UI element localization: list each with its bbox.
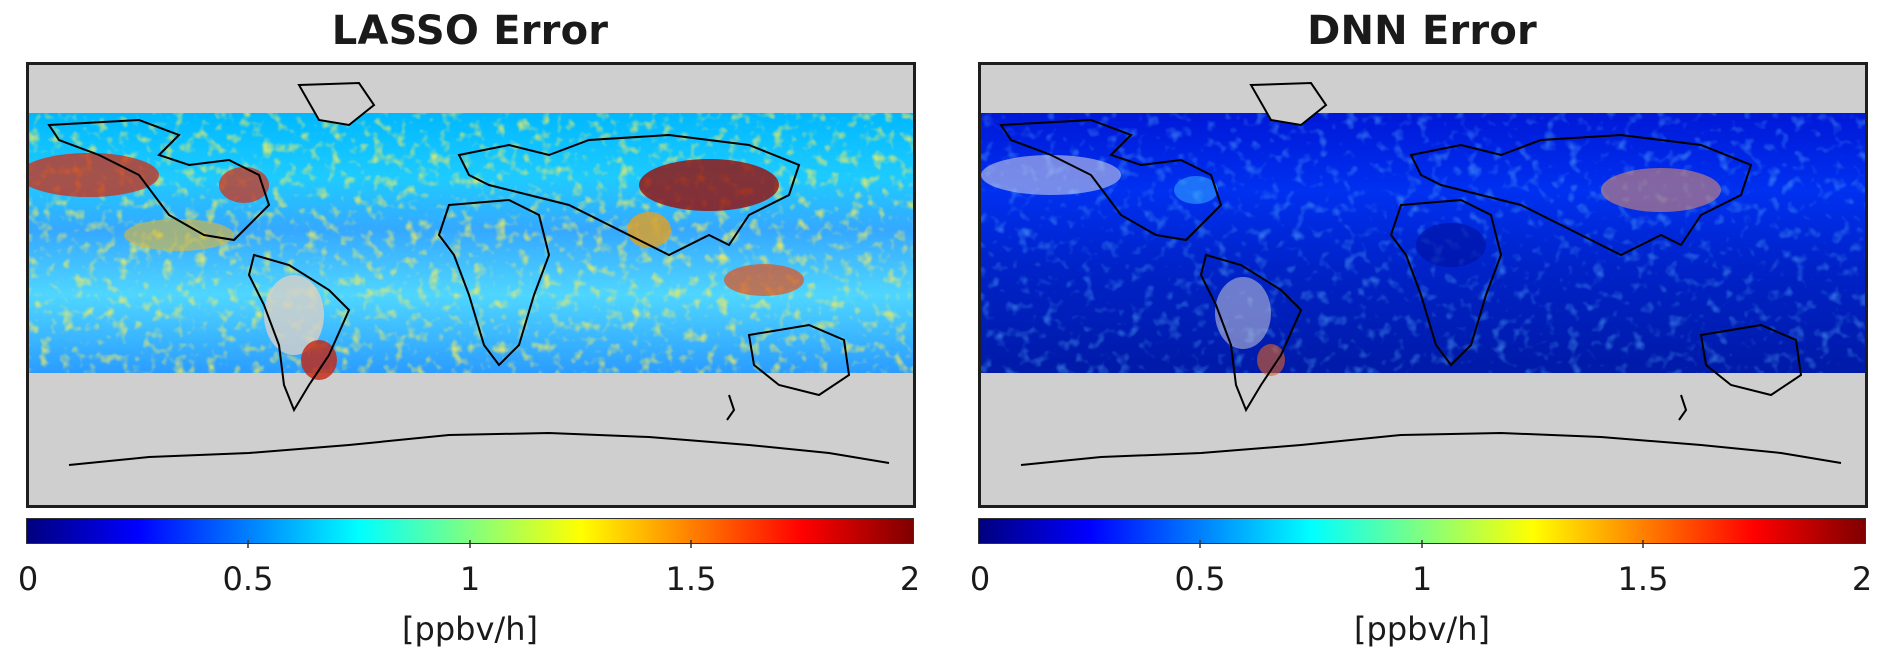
tick-label-2: 2 [1851,560,1873,598]
tick-label-0-5: 0.5 [1174,560,1226,598]
tick-label-1: 1 [459,560,481,598]
colorbar-ticks [247,540,692,548]
tick-label-0: 0 [17,560,39,598]
colorbar-unit: [ppbv/h] [402,610,538,648]
hotspot-africa [1416,223,1486,267]
lasso-error-map [26,62,916,508]
hotspot-india [627,212,671,248]
tick-label-1: 1 [1411,560,1433,598]
hotspot-east-asia [1601,168,1721,212]
dnn-panel: DNN Error [970,0,1878,669]
hotspot-argentina [1257,344,1285,376]
lasso-panel: LASSO Error [18,0,926,669]
dnn-error-map [978,62,1868,508]
colorbar-svg [27,519,913,543]
hotspot-us-east [219,167,269,203]
hotspot-us-east [1174,176,1218,204]
hotspot-pacific-north [29,153,159,197]
hotspot-atlantic-trop [124,219,234,251]
coastlines [47,81,890,466]
hotspot-south-america [1215,277,1271,349]
map-svg [29,81,913,466]
hotspot-south-america [264,275,324,355]
hotspot-indonesia [724,264,804,296]
tick-label-0-5: 0.5 [222,560,274,598]
colorbar [978,518,1866,544]
colorbar-unit: [ppbv/h] [1354,610,1490,648]
tick-label-0: 0 [969,560,991,598]
hotspot-pacific-north [981,155,1121,195]
tick-label-1-5: 1.5 [1617,560,1669,598]
tick-label-2: 2 [899,560,921,598]
panel-title: DNN Error [1307,8,1537,54]
panel-title: LASSO Error [331,8,609,54]
hotspot-east-asia [639,159,779,211]
tick-label-1-5: 1.5 [665,560,717,598]
colorbar-ticks [1199,540,1644,548]
hotspot-argentina [301,340,337,380]
colorbar-svg [979,519,1865,543]
map-svg [981,81,1865,466]
coastlines [999,81,1842,466]
